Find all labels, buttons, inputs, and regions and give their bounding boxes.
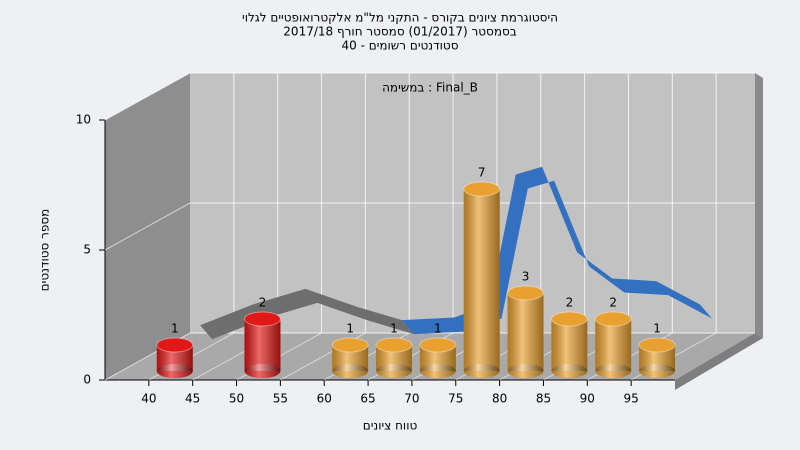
bar-shade — [595, 364, 632, 378]
bar-shade — [595, 319, 632, 371]
bar — [638, 337, 676, 378]
bar-shade — [507, 364, 544, 378]
x-tick-label: 45 — [185, 392, 200, 406]
bar-top — [638, 337, 676, 353]
chart-subtitle: בסמסטר (01/2017) סמסטר חורף 2017/18 — [283, 25, 516, 39]
bar — [550, 311, 588, 378]
bar-top — [243, 311, 281, 327]
data-label: 2 — [609, 296, 617, 310]
curves — [200, 166, 712, 340]
x-tick-label: 65 — [360, 392, 375, 406]
bar — [243, 311, 281, 378]
bar — [156, 337, 194, 378]
data-label: 2 — [566, 296, 574, 310]
distribution-curve — [401, 166, 712, 335]
bars — [156, 181, 676, 378]
bar — [594, 311, 632, 378]
x-tick-label: 80 — [492, 392, 507, 406]
data-label: 7 — [478, 166, 486, 180]
bar-shade — [639, 364, 676, 378]
bar-shade — [419, 364, 456, 378]
x-tick-label: 95 — [624, 392, 639, 406]
x-tick-label: 85 — [536, 392, 551, 406]
bar — [463, 181, 501, 378]
annotation: במשימה : Final_B — [382, 81, 478, 95]
bar-top — [156, 337, 194, 353]
back-wall-edge — [755, 73, 763, 338]
bar-top — [507, 285, 545, 301]
bar-shade — [463, 364, 500, 378]
data-label: 3 — [522, 270, 530, 284]
bar-shade — [156, 364, 193, 378]
bar-shade — [551, 319, 588, 371]
data-label: 2 — [259, 296, 267, 310]
distribution-curve — [200, 288, 414, 340]
bar-top — [463, 181, 501, 197]
data-label: 1 — [390, 322, 398, 336]
x-tick-label: 55 — [273, 392, 288, 406]
x-tick-label: 40 — [141, 392, 156, 406]
chart-subtitle: סטודנטים רשומים - 40 — [341, 39, 458, 53]
bar-top — [419, 337, 457, 353]
bar-shade — [376, 364, 412, 378]
y-tick-label: 5 — [83, 243, 91, 257]
x-tick-label: 50 — [229, 392, 244, 406]
chart-title: היסטוגרמת ציונים בקורס - התקני מל"מ אלקט… — [242, 11, 558, 25]
bar-shade — [507, 293, 544, 371]
x-tick-label: 90 — [580, 392, 595, 406]
bar-top — [375, 337, 413, 353]
x-axis-label: טווח ציונים — [363, 419, 418, 433]
data-label: 1 — [434, 322, 442, 336]
bar-shade — [463, 189, 500, 371]
bar-shade — [551, 364, 588, 378]
bar-shade — [244, 319, 281, 371]
bar-top — [594, 311, 632, 327]
bar-shade — [332, 364, 369, 378]
x-tick-label: 60 — [317, 392, 332, 406]
floor-edge — [675, 333, 763, 390]
bar-top — [331, 337, 369, 353]
y-axis-label: מספר סטודנטים — [38, 209, 52, 292]
grid-line — [104, 202, 191, 251]
bar — [331, 337, 369, 378]
bar — [507, 285, 545, 378]
x-tick-label: 70 — [404, 392, 419, 406]
y-tick-label: 10 — [76, 113, 91, 127]
bar — [419, 337, 457, 378]
data-label: 1 — [346, 322, 354, 336]
bar — [375, 337, 413, 378]
x-tick-label: 75 — [448, 392, 463, 406]
bar-shade — [244, 364, 281, 378]
data-label: 1 — [171, 322, 179, 336]
grid-line — [104, 72, 191, 121]
y-tick-label: 0 — [83, 373, 91, 387]
data-label: 1 — [653, 322, 661, 336]
bar-top — [550, 311, 588, 327]
